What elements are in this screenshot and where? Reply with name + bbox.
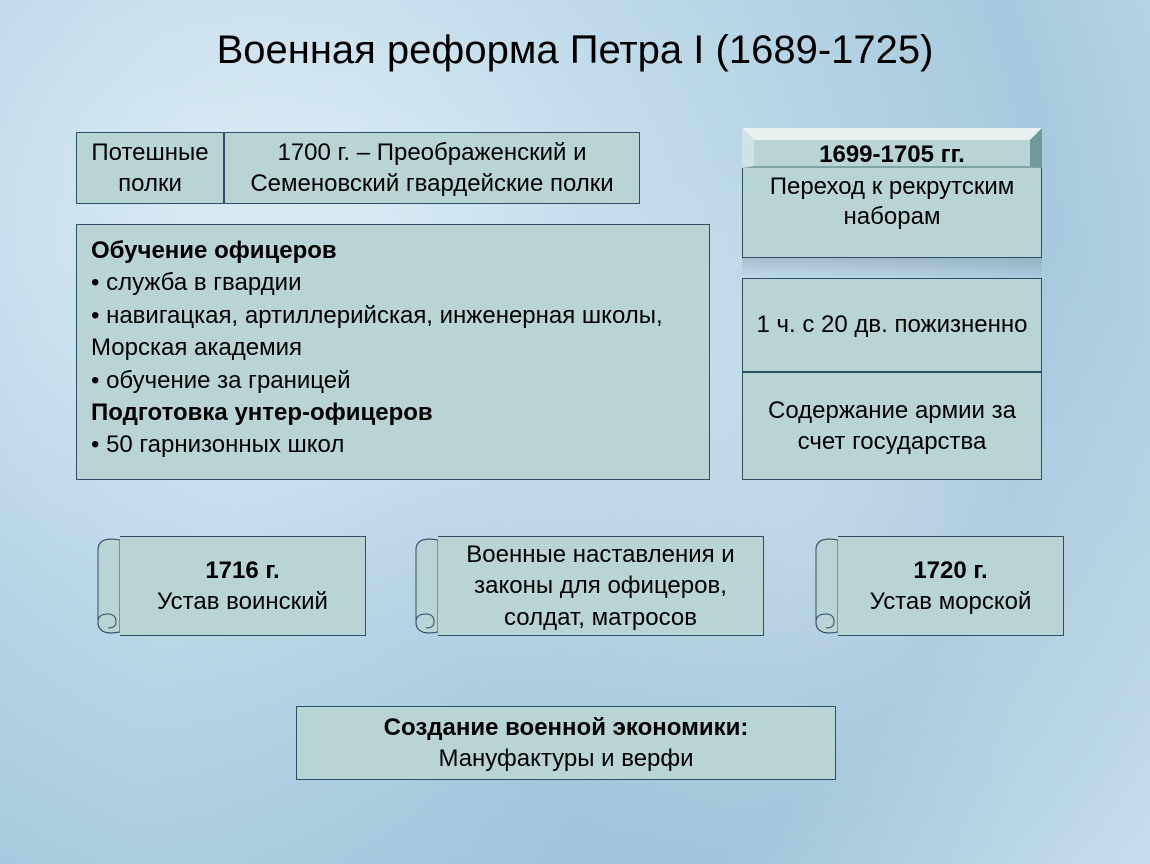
officers-h1: Обучение офицеров bbox=[91, 235, 695, 267]
box-army-funding: Содержание армии за счет государства bbox=[742, 372, 1042, 480]
box-officers-training: Обучение офицеров • служба в гвардии • н… bbox=[76, 224, 710, 480]
scroll-instructions: Военные наставления и законы для офицеро… bbox=[404, 536, 764, 636]
box-military-economy: Создание военной экономики: Мануфактуры … bbox=[296, 706, 836, 780]
slide: Военная реформа Петра I (1689-1725) Поте… bbox=[0, 0, 1150, 864]
scroll-icon bbox=[86, 536, 120, 636]
box-1700-text: 1700 г. – Преображенский и Семеновский г… bbox=[235, 137, 629, 199]
recruit-years: 1699-1705 гг. bbox=[753, 139, 1031, 170]
scroll-1716-year: 1716 г. bbox=[134, 555, 351, 586]
recruit-text: Переход к рекрутским наборам bbox=[753, 172, 1031, 232]
box-recruit-ratio: 1 ч. с 20 дв. пожизненно bbox=[742, 278, 1042, 372]
divider-shadow bbox=[742, 258, 1042, 278]
officers-b1: • служба в гвардии bbox=[91, 267, 695, 299]
box-1700: 1700 г. – Преображенский и Семеновский г… bbox=[224, 132, 640, 204]
scroll-instructions-text: Военные наставления и законы для офицеро… bbox=[452, 539, 749, 633]
scroll-1716-text: Устав воинский bbox=[134, 586, 351, 617]
scroll-1716: 1716 г. Устав воинский bbox=[86, 536, 366, 636]
scroll-icon bbox=[804, 536, 838, 636]
box-poteshnye: Потешные полки bbox=[76, 132, 224, 204]
box-recruit-header: 1699-1705 гг. Переход к рекрутским набор… bbox=[742, 132, 1042, 258]
officers-b4: • 50 гарнизонных школ bbox=[91, 429, 695, 461]
economy-line1: Создание военной экономики: bbox=[384, 712, 749, 743]
recruit-ratio-text: 1 ч. с 20 дв. пожизненно bbox=[757, 309, 1028, 340]
army-funding-text: Содержание армии за счет государства bbox=[759, 395, 1025, 457]
officers-b2: • навигацкая, артиллерийская, инженерная… bbox=[91, 300, 695, 365]
scroll-1720-text: Устав морской bbox=[852, 586, 1049, 617]
scroll-1720: 1720 г. Устав морской bbox=[804, 536, 1064, 636]
economy-line2: Мануфактуры и верфи bbox=[438, 743, 693, 774]
slide-title: Военная реформа Петра I (1689-1725) bbox=[46, 28, 1104, 73]
scroll-icon bbox=[404, 536, 438, 636]
officers-h2: Подготовка унтер-офицеров bbox=[91, 397, 695, 429]
officers-b3: • обучение за границей bbox=[91, 365, 695, 397]
box-poteshnye-text: Потешные полки bbox=[87, 137, 213, 199]
scroll-1720-year: 1720 г. bbox=[852, 555, 1049, 586]
